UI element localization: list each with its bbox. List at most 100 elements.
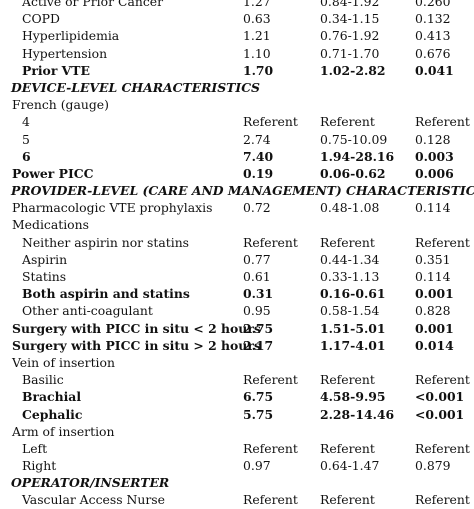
p-value-cell: 0.114 [415, 200, 451, 216]
confidence-interval-cell: 0.71-1.70 [320, 45, 380, 61]
p-value-cell: <0.001 [415, 406, 465, 422]
row-label: Prior VTE [22, 62, 90, 78]
table-row: French (gauge) [0, 96, 474, 113]
table-row: COPD 0.63 0.34-1.15 0.132 [0, 10, 474, 27]
odds-ratio-cell: 2.17 [243, 337, 274, 353]
confidence-interval-cell: 0.16-0.61 [320, 286, 386, 302]
p-value-cell: 0.014 [415, 337, 454, 353]
confidence-interval-cell: 0.84-1.92 [320, 0, 380, 9]
row-label: 5 [22, 131, 30, 147]
confidence-interval-cell: 0.44-1.34 [320, 251, 380, 267]
table-row: Both aspirin and statins 0.31 0.16-0.61 0.0… [0, 285, 474, 302]
p-value-cell: Referent [415, 440, 470, 456]
confidence-interval-cell: 0.75-10.09 [320, 131, 388, 147]
row-label: Surgery with PICC in situ > 2 hours [12, 337, 261, 353]
table-row: Hypertension 1.10 0.71-1.70 0.676 [0, 45, 474, 62]
row-label: French (gauge) [12, 97, 109, 113]
row-label: Cephalic [22, 406, 83, 422]
odds-ratio-cell: 7.40 [243, 148, 274, 164]
confidence-interval-cell: 0.76-1.92 [320, 28, 380, 44]
odds-ratio-cell: 0.19 [243, 165, 274, 181]
row-label: Hypertension [22, 45, 108, 61]
p-value-cell: 0.676 [415, 45, 451, 61]
p-value-cell: 0.413 [415, 28, 451, 44]
odds-ratio-cell: 5.75 [243, 406, 274, 422]
confidence-interval-cell: Referent [320, 492, 375, 508]
row-label: Both aspirin and statins [22, 286, 190, 302]
odds-ratio-cell: 0.31 [243, 286, 274, 302]
odds-ratio-cell: 1.27 [243, 0, 271, 9]
p-value-cell: 0.001 [415, 320, 454, 336]
row-label: Active or Prior Cancer [22, 0, 164, 9]
odds-ratio-cell: 2.74 [243, 131, 271, 147]
confidence-interval-cell: 1.02-2.82 [320, 62, 386, 78]
row-label: Left [22, 440, 48, 456]
row-label: Other anti-coagulant [22, 303, 153, 319]
p-value-cell: 0.003 [415, 148, 454, 164]
table-row: Power PICC 0.19 0.06-0.62 0.006 [0, 165, 474, 182]
section-header-row: OPERATOR/INSERTER [0, 474, 474, 491]
confidence-interval-cell: 1.51-5.01 [320, 320, 386, 336]
confidence-interval-cell: 0.64-1.47 [320, 458, 380, 474]
table-row: 5 2.74 0.75-10.09 0.128 [0, 131, 474, 148]
confidence-interval-cell: 0.48-1.08 [320, 200, 380, 216]
p-value-cell: 0.128 [415, 131, 451, 147]
p-value-cell: 0.006 [415, 165, 454, 181]
confidence-interval-cell: 2.28-14.46 [320, 406, 395, 422]
odds-ratio-cell: 6.75 [243, 389, 274, 405]
table-row: Right 0.97 0.64-1.47 0.879 [0, 457, 474, 474]
odds-ratio-cell: Referent [243, 114, 298, 130]
row-label: Hyperlipidemia [22, 28, 120, 44]
odds-ratio-cell: Referent [243, 234, 298, 250]
table-row: Statins 0.61 0.33-1.13 0.114 [0, 268, 474, 285]
table-row: Basilic Referent Referent Referent [0, 371, 474, 388]
odds-ratio-cell: 0.97 [243, 458, 271, 474]
row-label: Neither aspirin nor statins [22, 234, 190, 250]
table-row: Active or Prior Cancer 1.27 0.84-1.92 0.260 [0, 0, 474, 10]
row-label: PROVIDER-LEVEL (CARE AND MANAGEMENT) CHA… [11, 183, 474, 199]
odds-ratio-cell: 0.77 [243, 251, 271, 267]
odds-ratio-cell: 0.72 [243, 200, 271, 216]
p-value-cell: 0.114 [415, 269, 451, 284]
row-label: 6 [22, 148, 31, 164]
table-row: Surgery with PICC in situ < 2 hours 2.75 1… [0, 320, 474, 337]
table-row: Vascular Access Nurse Referent Referent Ref… [0, 491, 474, 508]
confidence-interval-cell: 0.34-1.15 [320, 11, 380, 27]
p-value-cell: 0.879 [415, 458, 451, 474]
row-label: Power PICC [12, 165, 94, 181]
p-value-cell: <0.001 [415, 389, 465, 405]
confidence-interval-cell: 0.06-0.62 [320, 165, 386, 181]
row-label: Vein of insertion [12, 354, 115, 370]
confidence-interval-cell: Referent [320, 114, 375, 130]
table-row: Pharmacologic VTE prophylaxis 0.72 0.48-1.… [0, 199, 474, 216]
odds-ratio-cell: 1.70 [243, 62, 274, 78]
confidence-interval-cell: 0.58-1.54 [320, 303, 380, 319]
table-row: Medications [0, 216, 474, 233]
row-label: Aspirin [22, 251, 68, 267]
p-value-cell: 0.001 [415, 286, 454, 302]
table-row: Cephalic 5.75 2.28-14.46 <0.001 [0, 406, 474, 423]
table-row: Left Referent Referent Referent [0, 440, 474, 457]
confidence-interval-cell: Referent [320, 234, 375, 250]
p-value-cell: 0.351 [415, 251, 451, 267]
row-label: OPERATOR/INSERTER [11, 475, 170, 491]
confidence-interval-cell: 4.58-9.95 [320, 389, 386, 405]
row-label: Brachial [22, 389, 82, 405]
odds-ratio-cell: Referent [243, 440, 298, 456]
row-label: Vascular Access Nurse [22, 492, 165, 508]
table-row: Hyperlipidemia 1.21 0.76-1.92 0.413 [0, 27, 474, 44]
row-label: Right [22, 458, 57, 474]
row-label: Arm of insertion [12, 423, 115, 439]
confidence-interval-cell: 0.33-1.13 [320, 269, 380, 284]
table-row: Vein of insertion [0, 354, 474, 371]
row-label: Basilic [22, 372, 64, 388]
table-row: Brachial 6.75 4.58-9.95 <0.001 [0, 388, 474, 405]
table-row: 4 Referent Referent Referent [0, 113, 474, 130]
odds-ratio-cell: 1.21 [243, 28, 271, 44]
row-label: 4 [22, 114, 30, 130]
confidence-interval-cell: Referent [320, 440, 375, 456]
row-label: Medications [12, 217, 89, 233]
p-value-cell: Referent [415, 492, 470, 508]
confidence-interval-cell: 1.94-28.16 [320, 148, 395, 164]
odds-ratio-cell: 0.95 [243, 303, 271, 319]
